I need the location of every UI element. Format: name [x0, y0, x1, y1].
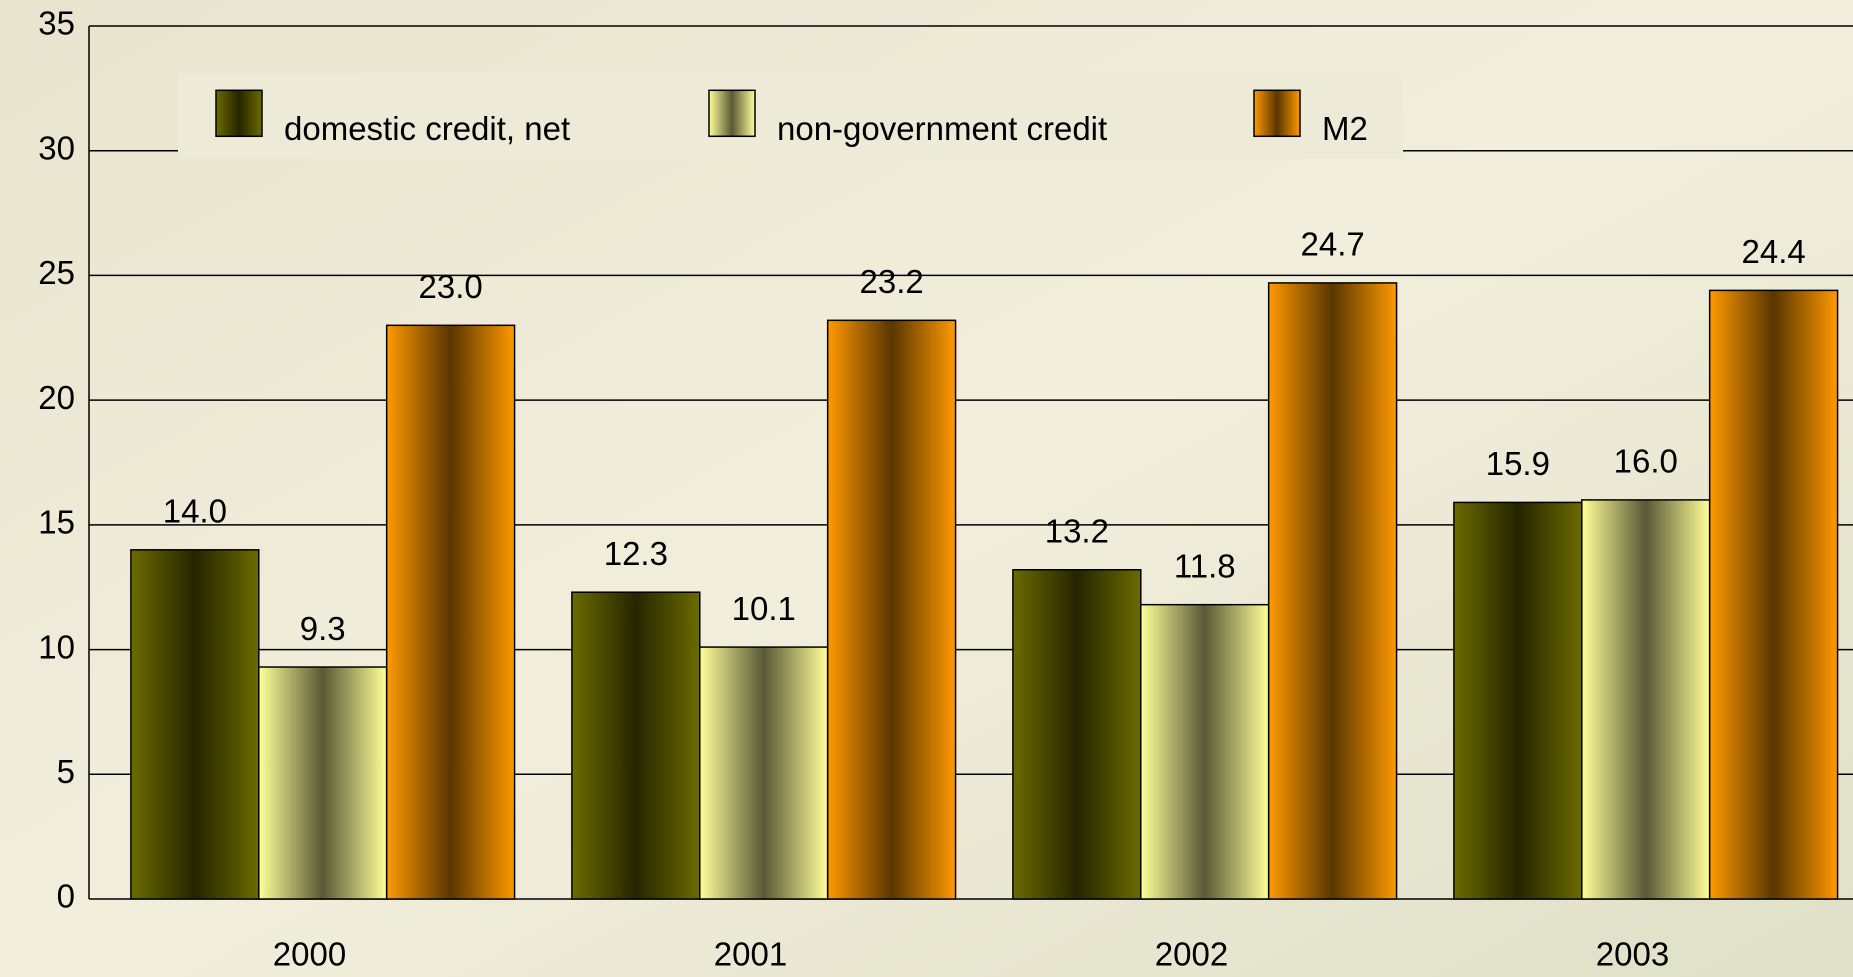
value-label: 24.7 [1301, 226, 1365, 263]
bar [1267, 282, 1398, 900]
value-label: 9.3 [300, 610, 346, 647]
legend-background [178, 73, 1403, 159]
legend-swatch [215, 89, 263, 138]
legend-swatch [1253, 89, 1301, 138]
x-tick-label: 2003 [1596, 936, 1669, 973]
legend-label: non-government credit [777, 110, 1107, 147]
bar [1708, 289, 1839, 900]
bar [699, 646, 829, 900]
bar [1581, 499, 1711, 900]
y-tick-label: 30 [38, 129, 75, 166]
x-tick-label: 2000 [273, 936, 346, 973]
value-label: 24.4 [1742, 233, 1806, 270]
value-label: 23.2 [860, 263, 924, 300]
bar [571, 591, 701, 900]
y-tick-label: 5 [57, 753, 75, 790]
legend-label: M2 [1322, 110, 1368, 147]
value-label: 23.0 [419, 268, 483, 305]
bar [130, 549, 260, 900]
bar [826, 319, 957, 900]
x-tick-label: 2002 [1155, 936, 1228, 973]
y-tick-label: 0 [57, 878, 75, 915]
bar [1140, 603, 1270, 900]
y-tick-label: 10 [38, 628, 75, 665]
legend-label: domestic credit, net [284, 110, 570, 147]
x-tick-label: 2001 [714, 936, 787, 973]
y-tick-label: 25 [38, 254, 75, 291]
value-label: 13.2 [1045, 512, 1109, 549]
value-label: 15.9 [1486, 445, 1550, 482]
bar [258, 666, 388, 900]
value-label: 14.0 [163, 493, 227, 530]
y-tick-label: 35 [38, 5, 75, 42]
value-label: 16.0 [1614, 443, 1678, 480]
value-label: 10.1 [732, 590, 796, 627]
value-label: 11.8 [1174, 547, 1236, 584]
bar [385, 324, 516, 900]
bar [1453, 501, 1583, 900]
bar [1012, 569, 1142, 900]
legend-swatch [708, 89, 756, 138]
y-tick-label: 15 [38, 504, 75, 541]
value-label: 12.3 [604, 535, 668, 572]
y-tick-label: 20 [38, 379, 75, 416]
